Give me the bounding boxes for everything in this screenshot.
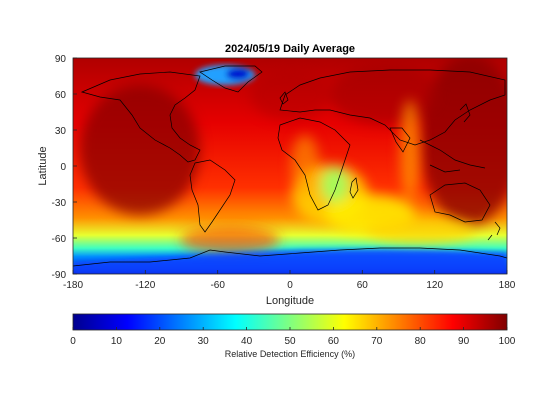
y-tick-label: 60 bbox=[55, 90, 67, 101]
colorbar-tick-label: 40 bbox=[241, 336, 253, 347]
colorbar-tick-label: 0 bbox=[70, 336, 76, 347]
colorbar-tick-label: 20 bbox=[154, 336, 166, 347]
y-axis-label: Latitude bbox=[37, 146, 49, 185]
map-title: 2024/05/19 Daily Average bbox=[225, 43, 355, 55]
coastlines bbox=[73, 65, 507, 267]
colorbar-tick-marks bbox=[72, 327, 508, 330]
antarctic-low-band bbox=[73, 249, 507, 274]
coast-south-america bbox=[189, 159, 236, 233]
x-tick-label: 0 bbox=[287, 280, 293, 291]
coast-new-zealand bbox=[487, 221, 501, 241]
coast-eurasia bbox=[279, 69, 506, 146]
coast-north-america bbox=[80, 71, 201, 163]
colorbar-tick-label: 80 bbox=[415, 336, 427, 347]
coast-southeast-asia bbox=[419, 139, 486, 173]
greenland-low-patch bbox=[195, 65, 255, 85]
colorbar-tick-labels: 0 10 20 30 40 50 60 70 80 90 100 bbox=[70, 336, 516, 347]
x-tick-label: 60 bbox=[357, 280, 369, 291]
coast-british-isles bbox=[279, 91, 289, 105]
coast-japan bbox=[459, 103, 471, 123]
y-tick-labels: 90 60 30 0 -30 -60 -90 bbox=[52, 54, 67, 281]
high-efficiency-regions bbox=[80, 58, 507, 254]
x-tick-label: 120 bbox=[426, 280, 443, 291]
colorbar-tick-label: 70 bbox=[371, 336, 383, 347]
colorbar: 0 10 20 30 40 50 60 70 80 90 100 Relativ… bbox=[70, 313, 516, 359]
low-efficiency-regions bbox=[291, 100, 475, 244]
colorbar-tick-label: 30 bbox=[198, 336, 210, 347]
map-tick-marks bbox=[72, 57, 508, 275]
y-tick-label: -30 bbox=[52, 198, 67, 209]
x-tick-label: -60 bbox=[210, 280, 225, 291]
coast-greenland bbox=[199, 65, 263, 93]
x-axis-label: Longitude bbox=[266, 295, 314, 307]
coast-africa bbox=[277, 117, 351, 211]
x-tick-labels: -180 -120 -60 0 60 120 180 bbox=[63, 280, 516, 291]
colorbar-label: Relative Detection Efficiency (%) bbox=[225, 349, 355, 359]
x-tick-label: 180 bbox=[499, 280, 516, 291]
y-tick-label: 90 bbox=[55, 54, 67, 65]
y-tick-label: 0 bbox=[60, 162, 66, 173]
colorbar-tick-label: 50 bbox=[284, 336, 296, 347]
y-tick-label: 30 bbox=[55, 126, 67, 137]
colorbar-tick-label: 10 bbox=[111, 336, 123, 347]
coast-australia bbox=[429, 182, 491, 223]
coast-madagascar bbox=[349, 177, 359, 199]
coast-india bbox=[389, 127, 411, 153]
x-tick-label: -180 bbox=[63, 280, 83, 291]
y-tick-label: -90 bbox=[52, 270, 67, 281]
map-panel bbox=[73, 58, 507, 274]
colorbar-tick-label: 60 bbox=[328, 336, 340, 347]
colorbar-tick-label: 90 bbox=[458, 336, 470, 347]
colorbar-tick-label: 100 bbox=[499, 336, 516, 347]
coast-antarctica bbox=[73, 247, 507, 267]
x-tick-label: -120 bbox=[135, 280, 155, 291]
y-tick-label: -60 bbox=[52, 234, 67, 245]
